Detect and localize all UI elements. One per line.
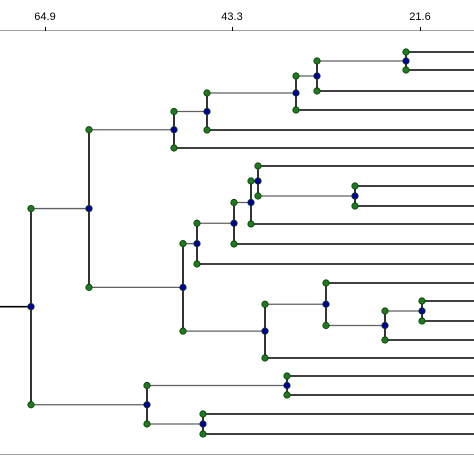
scale-tick-label: 21.6 bbox=[409, 11, 431, 23]
branch-point[interactable] bbox=[179, 327, 187, 335]
branch-point[interactable] bbox=[143, 420, 151, 428]
internal-node[interactable] bbox=[322, 300, 330, 308]
branch-point[interactable] bbox=[322, 321, 330, 330]
branch-point[interactable] bbox=[283, 391, 291, 399]
branch-point[interactable] bbox=[179, 240, 187, 248]
internal-node[interactable] bbox=[170, 126, 178, 134]
internal-node[interactable] bbox=[179, 283, 187, 291]
internal-node[interactable] bbox=[193, 240, 201, 248]
branch-point[interactable] bbox=[381, 307, 389, 315]
internal-node[interactable] bbox=[351, 192, 359, 200]
branch-point[interactable] bbox=[193, 219, 201, 227]
scale-ruler: 64.9 43.3 21.6 bbox=[0, 0, 474, 31]
branch-point[interactable] bbox=[381, 336, 389, 344]
branch-point[interactable] bbox=[313, 57, 321, 65]
branch-point[interactable] bbox=[27, 401, 35, 409]
branch-point[interactable] bbox=[402, 66, 410, 74]
internal-node[interactable] bbox=[254, 177, 262, 185]
internal-node[interactable] bbox=[203, 107, 211, 116]
branch-point[interactable] bbox=[170, 107, 178, 116]
branch-point[interactable] bbox=[170, 144, 178, 152]
scale-tick-mark bbox=[45, 27, 46, 31]
branch-point[interactable] bbox=[85, 126, 93, 134]
panel-bottom-border bbox=[0, 454, 474, 455]
branch-point[interactable] bbox=[402, 48, 410, 56]
tree-nodes bbox=[27, 48, 426, 438]
branch-point[interactable] bbox=[292, 106, 300, 114]
branch-point[interactable] bbox=[254, 162, 262, 170]
branch-point[interactable] bbox=[313, 87, 321, 95]
branch-point[interactable] bbox=[418, 317, 426, 325]
branch-point[interactable] bbox=[322, 279, 330, 287]
branch-point[interactable] bbox=[283, 372, 291, 380]
internal-node[interactable] bbox=[381, 321, 389, 330]
branch-point[interactable] bbox=[254, 192, 262, 200]
branch-point[interactable] bbox=[193, 260, 201, 268]
branch-point[interactable] bbox=[351, 182, 359, 190]
branch-point[interactable] bbox=[27, 204, 35, 213]
internal-node[interactable] bbox=[143, 401, 151, 409]
branch-point[interactable] bbox=[292, 72, 300, 80]
branch-point[interactable] bbox=[247, 177, 255, 185]
branch-point[interactable] bbox=[143, 381, 151, 390]
internal-node[interactable] bbox=[313, 72, 321, 80]
branch-point[interactable] bbox=[199, 410, 207, 418]
branch-point[interactable] bbox=[418, 297, 426, 305]
internal-node[interactable] bbox=[199, 420, 207, 428]
scale-tick-label: 43.3 bbox=[221, 11, 243, 23]
branch-point[interactable] bbox=[351, 202, 359, 210]
internal-node[interactable] bbox=[247, 198, 255, 207]
branch-point[interactable] bbox=[203, 126, 211, 134]
branch-point[interactable] bbox=[230, 240, 238, 248]
branch-point[interactable] bbox=[230, 198, 238, 207]
internal-node[interactable] bbox=[292, 89, 300, 97]
internal-node[interactable] bbox=[261, 327, 269, 335]
internal-node[interactable] bbox=[402, 57, 410, 65]
branch-point[interactable] bbox=[247, 220, 255, 228]
internal-node[interactable] bbox=[283, 381, 291, 390]
scale-tick-mark bbox=[420, 27, 421, 31]
branch-point[interactable] bbox=[261, 354, 269, 362]
internal-node[interactable] bbox=[230, 219, 238, 227]
scale-tick-label: 64.9 bbox=[34, 11, 56, 23]
branch-point[interactable] bbox=[261, 300, 269, 308]
branch-point[interactable] bbox=[199, 430, 207, 438]
scale-tick-mark bbox=[232, 27, 233, 31]
branch-point[interactable] bbox=[85, 283, 93, 291]
branch-point[interactable] bbox=[203, 89, 211, 97]
internal-node[interactable] bbox=[418, 307, 426, 315]
internal-node[interactable] bbox=[27, 303, 35, 311]
internal-node[interactable] bbox=[85, 204, 93, 213]
